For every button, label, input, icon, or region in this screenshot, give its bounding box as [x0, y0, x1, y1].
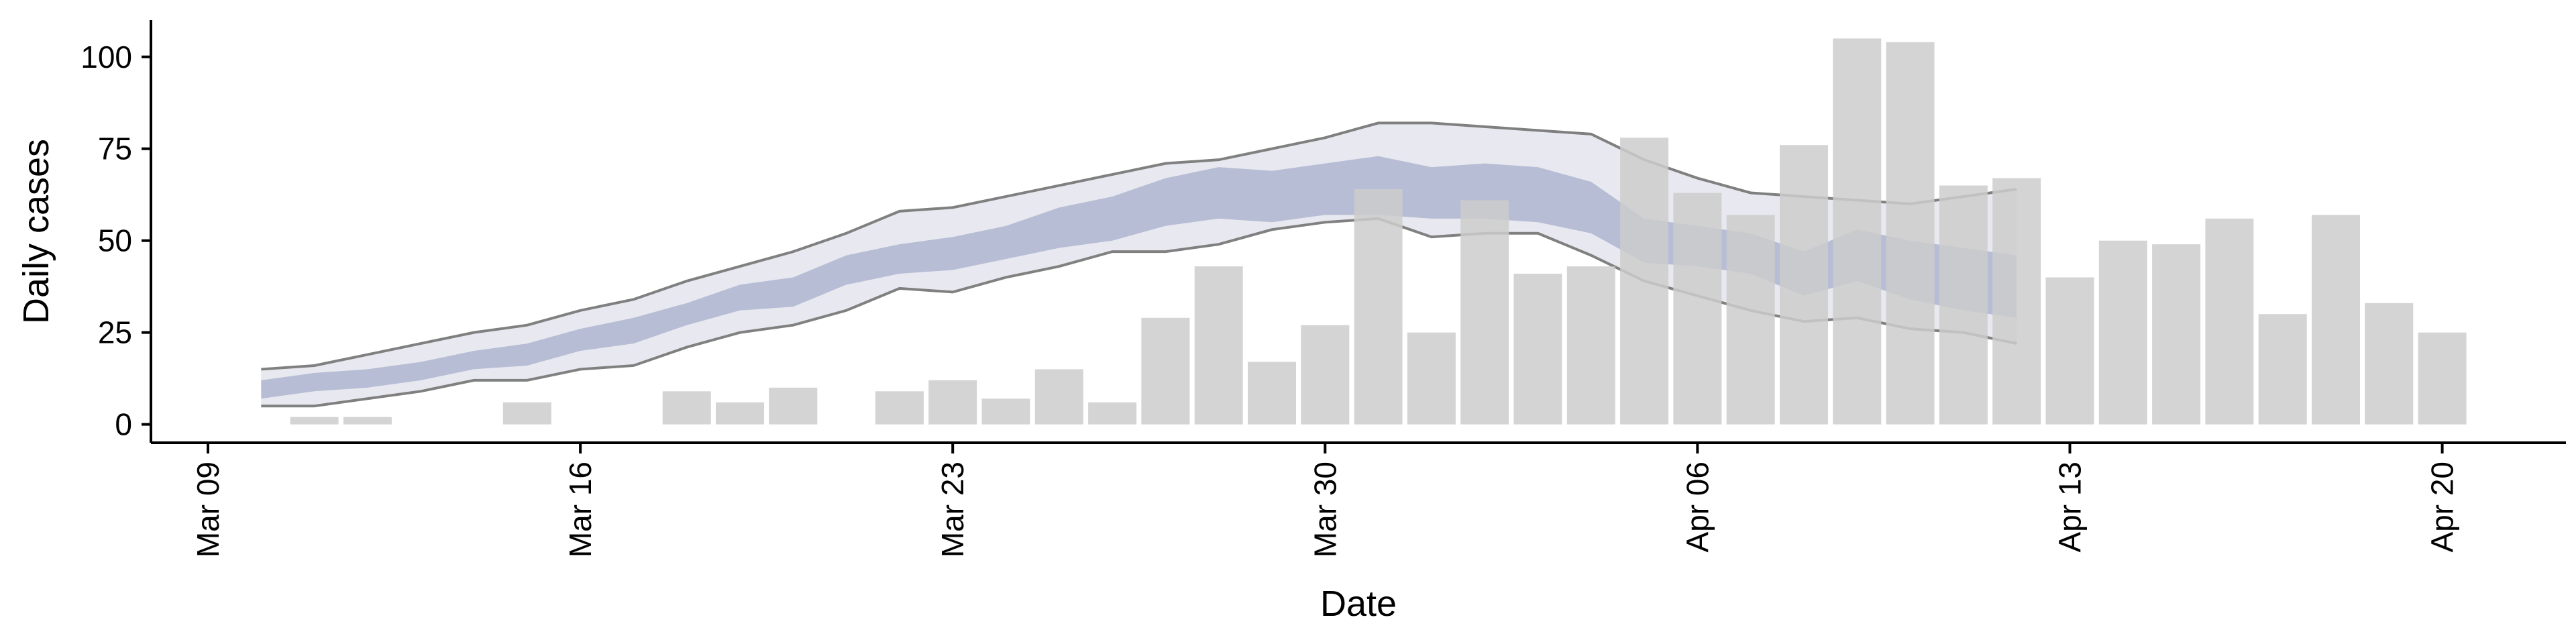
x-tick-label: Apr 20 — [2425, 462, 2460, 553]
y-axis-title: Daily cases — [16, 139, 56, 324]
x-tick-label: Mar 30 — [1307, 462, 1342, 557]
bar — [1673, 193, 1722, 425]
bar — [1939, 185, 1988, 425]
bar — [769, 387, 818, 425]
y-tick-label: 25 — [98, 315, 132, 350]
x-tick-label: Apr 06 — [1680, 462, 1715, 553]
bar — [2205, 218, 2254, 425]
bar — [2258, 314, 2307, 425]
bar — [1354, 189, 1403, 425]
outer-band-lower-line — [261, 217, 2017, 408]
inner-band-area — [261, 156, 2017, 399]
x-tick-label: Mar 09 — [191, 462, 225, 557]
ticks: 0 25 50 75 100 Mar 09 Mar 16 Mar 23 Mar 30 Apr 06… — [80, 40, 2459, 557]
x-axis-title: Date — [1320, 584, 1397, 624]
bar — [1407, 332, 1456, 425]
y-tick-label: 50 — [98, 223, 132, 258]
bar — [1460, 200, 1509, 425]
bar — [1726, 215, 1775, 425]
outer-band-upper-line — [261, 121, 2017, 371]
bar — [981, 398, 1030, 425]
bar — [716, 402, 764, 425]
bar — [1513, 274, 1562, 425]
bar — [875, 391, 924, 425]
uncertainty-bands — [261, 121, 2017, 408]
bar — [2098, 240, 2147, 425]
bar — [502, 402, 551, 425]
bar — [343, 417, 392, 425]
bar — [290, 417, 339, 425]
bar — [1886, 42, 1935, 425]
bar — [1194, 266, 1243, 425]
bar — [1566, 266, 1615, 425]
y-tick-label: 75 — [98, 131, 132, 166]
bar — [2365, 303, 2414, 425]
bar — [2045, 277, 2094, 425]
y-tick-label: 0 — [115, 407, 132, 442]
x-tick-label: Mar 16 — [563, 462, 598, 557]
y-tick-label: 100 — [80, 40, 132, 74]
bar — [1833, 38, 1882, 425]
bar — [928, 380, 977, 425]
bar — [1248, 362, 1296, 425]
bar — [2418, 332, 2467, 425]
bar — [2312, 215, 2360, 425]
bar — [1088, 402, 1137, 425]
axes — [150, 20, 2566, 444]
bar-series — [290, 38, 2467, 425]
bar — [1034, 369, 1083, 425]
x-tick-label: Apr 13 — [2053, 462, 2088, 553]
bar — [1992, 178, 2041, 425]
bar — [2152, 244, 2201, 425]
bar — [662, 391, 711, 425]
bar — [1620, 138, 1669, 425]
x-tick-label: Mar 23 — [935, 462, 970, 557]
bar — [1780, 145, 1828, 425]
bar — [1141, 317, 1190, 425]
bar — [1301, 325, 1350, 425]
